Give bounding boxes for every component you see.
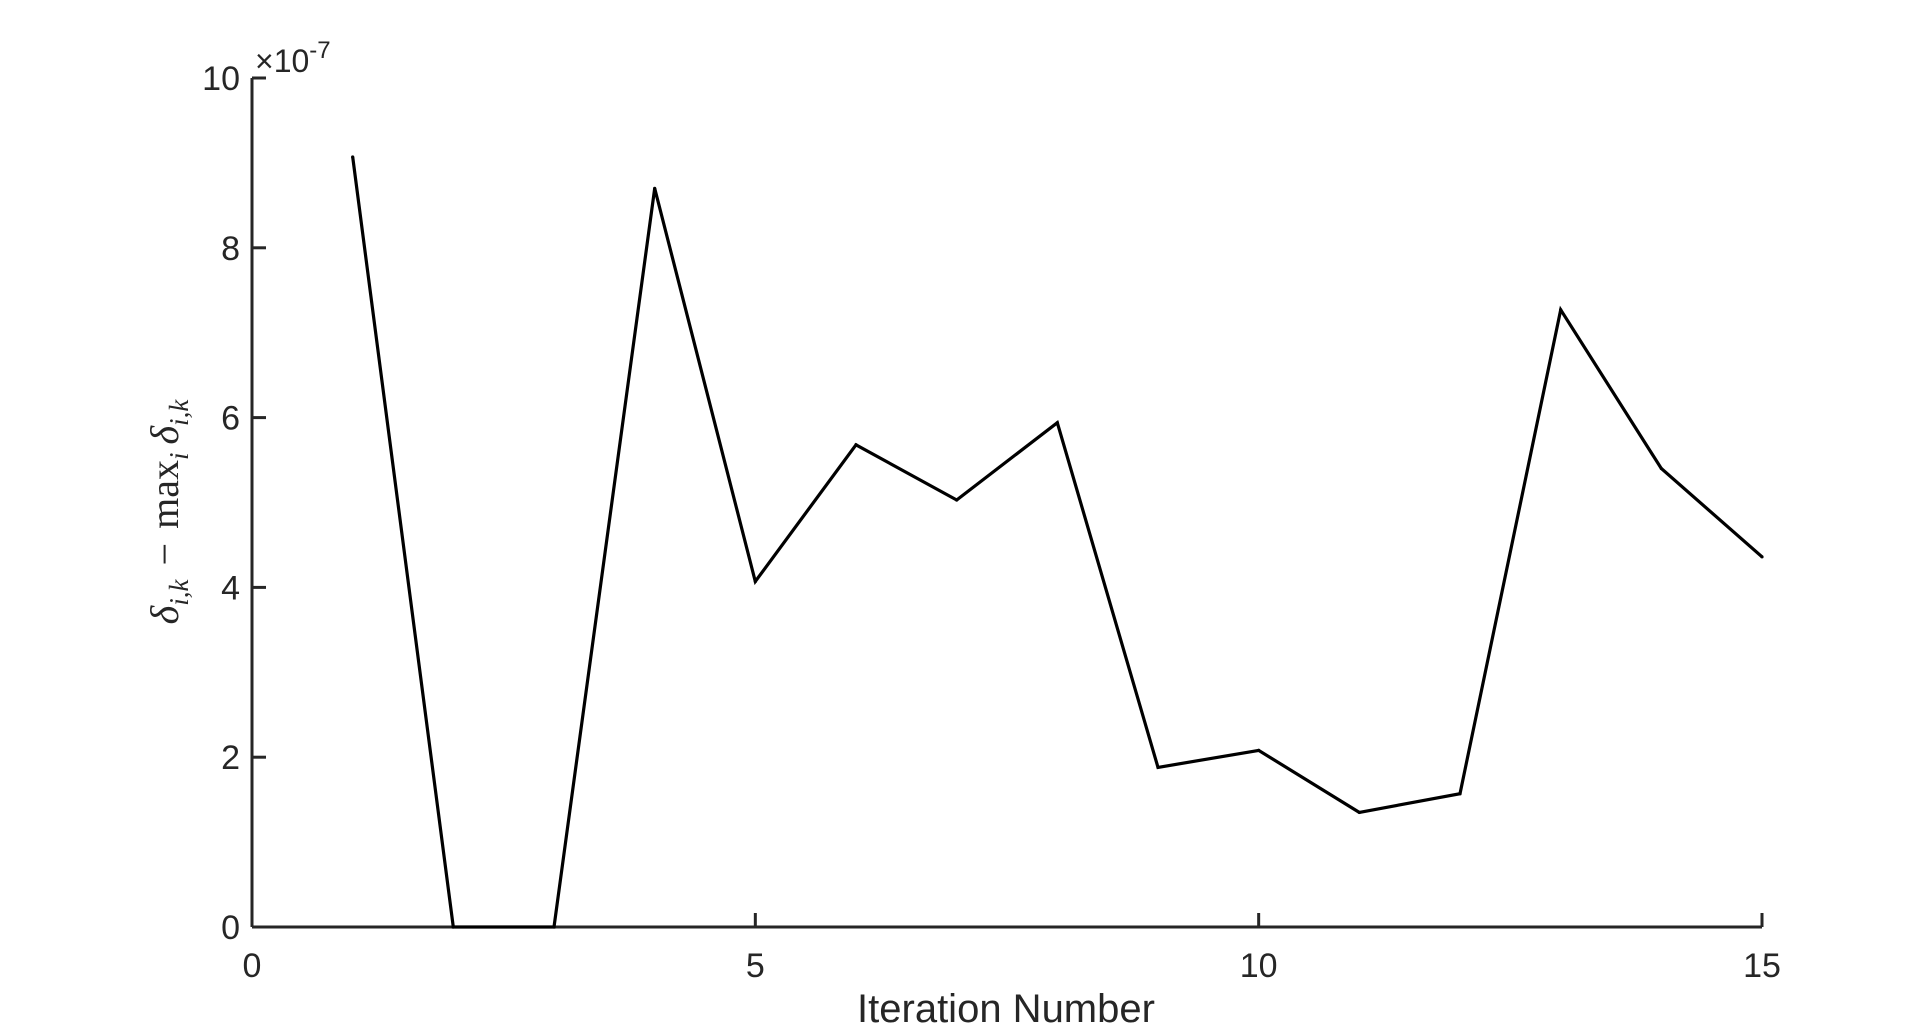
y-label-sub: i,k <box>164 578 194 605</box>
data-point <box>1357 810 1361 814</box>
x-tick-label: 10 <box>1240 947 1278 985</box>
y-tick-label: 2 <box>221 739 240 777</box>
x-tick-label: 5 <box>746 947 765 985</box>
data-point <box>1257 748 1261 753</box>
y-label-sub-2: i,k <box>164 399 194 426</box>
x-tick-label: 15 <box>1743 947 1781 985</box>
ticks: 0 5 10 15 0 2 4 6 8 10 <box>202 60 1781 985</box>
y-label-minus: − <box>142 543 187 566</box>
axes <box>250 78 1762 929</box>
y-axis-label: δi,k−maxiδi,k <box>142 399 194 625</box>
x-tick-label: 0 <box>243 947 262 985</box>
y-tick-label: 6 <box>221 400 240 438</box>
y-tick-label: 0 <box>221 909 240 947</box>
data-point <box>653 186 657 190</box>
data-point <box>1156 765 1160 769</box>
y-label-max: max <box>142 460 187 529</box>
data-point <box>753 579 757 584</box>
data-point <box>854 443 858 447</box>
series-line <box>351 156 1764 929</box>
data-point <box>552 925 556 929</box>
data-point <box>1055 421 1059 425</box>
x-axis-label: Iteration Number <box>857 987 1155 1029</box>
data-point <box>1760 555 1764 559</box>
data-point <box>451 925 455 929</box>
y-tick-label: 4 <box>221 569 240 607</box>
data-point <box>351 155 355 159</box>
y-label-delta-2: δ <box>142 425 187 445</box>
svg-text:δi,k−maxiδi,k: δi,k−maxiδi,k <box>142 399 194 625</box>
y-tick-label: 8 <box>221 230 240 268</box>
series-group <box>351 155 1764 929</box>
y-tick-label: 10 <box>202 60 240 98</box>
y-label-max-sub: i <box>164 453 194 461</box>
data-point <box>1458 792 1462 796</box>
y-axis-exponent: ×10-7 <box>255 37 331 79</box>
data-point <box>1559 308 1563 312</box>
y-label-delta: δ <box>142 604 187 624</box>
data-point <box>955 498 959 502</box>
data-point <box>1659 466 1663 471</box>
